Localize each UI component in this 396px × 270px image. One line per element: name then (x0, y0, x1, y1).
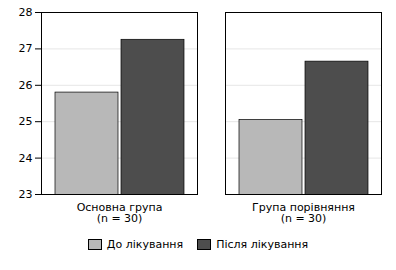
svg-text:25: 25 (19, 115, 33, 128)
svg-text:Група порівняння(n = 30): Група порівняння(n = 30) (252, 201, 355, 225)
svg-text:26: 26 (19, 79, 33, 92)
svg-text:Основна група(n = 30): Основна група(n = 30) (77, 201, 163, 225)
svg-text:23: 23 (19, 188, 33, 201)
html-text:До лікування: До лікування (106, 238, 184, 251)
html-text:Після лікування: Після лікування (216, 238, 309, 251)
svg-text:27: 27 (19, 42, 33, 55)
svg-text:28: 28 (19, 6, 33, 19)
svg-text:24: 24 (19, 152, 33, 165)
